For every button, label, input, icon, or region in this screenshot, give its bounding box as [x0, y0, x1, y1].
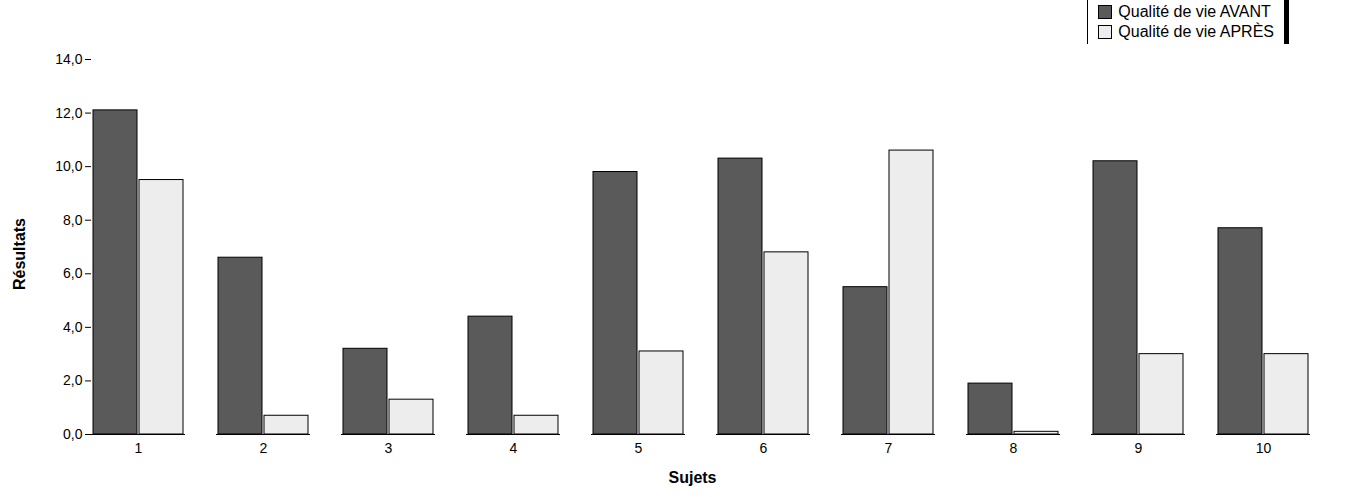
svg-text:3: 3	[385, 440, 393, 456]
svg-text:14,0: 14,0	[55, 51, 82, 67]
svg-text:7: 7	[885, 440, 893, 456]
svg-text:8: 8	[1010, 440, 1018, 456]
svg-text:0,0: 0,0	[63, 426, 83, 442]
svg-text:4: 4	[510, 440, 518, 456]
svg-text:10,0: 10,0	[55, 158, 82, 174]
html-text:Qualité de vie APRÈS: Qualité de vie APRÈS	[1118, 23, 1274, 40]
svg-text:10: 10	[1256, 440, 1272, 456]
html-text:Qualité de vie AVANT: Qualité de vie AVANT	[1118, 3, 1271, 20]
svg-text:12,0: 12,0	[55, 105, 82, 121]
html-text:Résultats: Résultats	[11, 218, 28, 290]
svg-text:5: 5	[635, 440, 643, 456]
svg-text:1: 1	[135, 440, 143, 456]
svg-text:2,0: 2,0	[63, 372, 83, 388]
html-text:Sujets: Sujets	[668, 469, 717, 486]
svg-text:8,0: 8,0	[63, 212, 83, 228]
svg-text:9: 9	[1135, 440, 1143, 456]
svg-text:6: 6	[760, 440, 768, 456]
svg-text:6,0: 6,0	[63, 265, 83, 281]
svg-text:2: 2	[260, 440, 268, 456]
svg-text:4,0: 4,0	[63, 319, 83, 335]
